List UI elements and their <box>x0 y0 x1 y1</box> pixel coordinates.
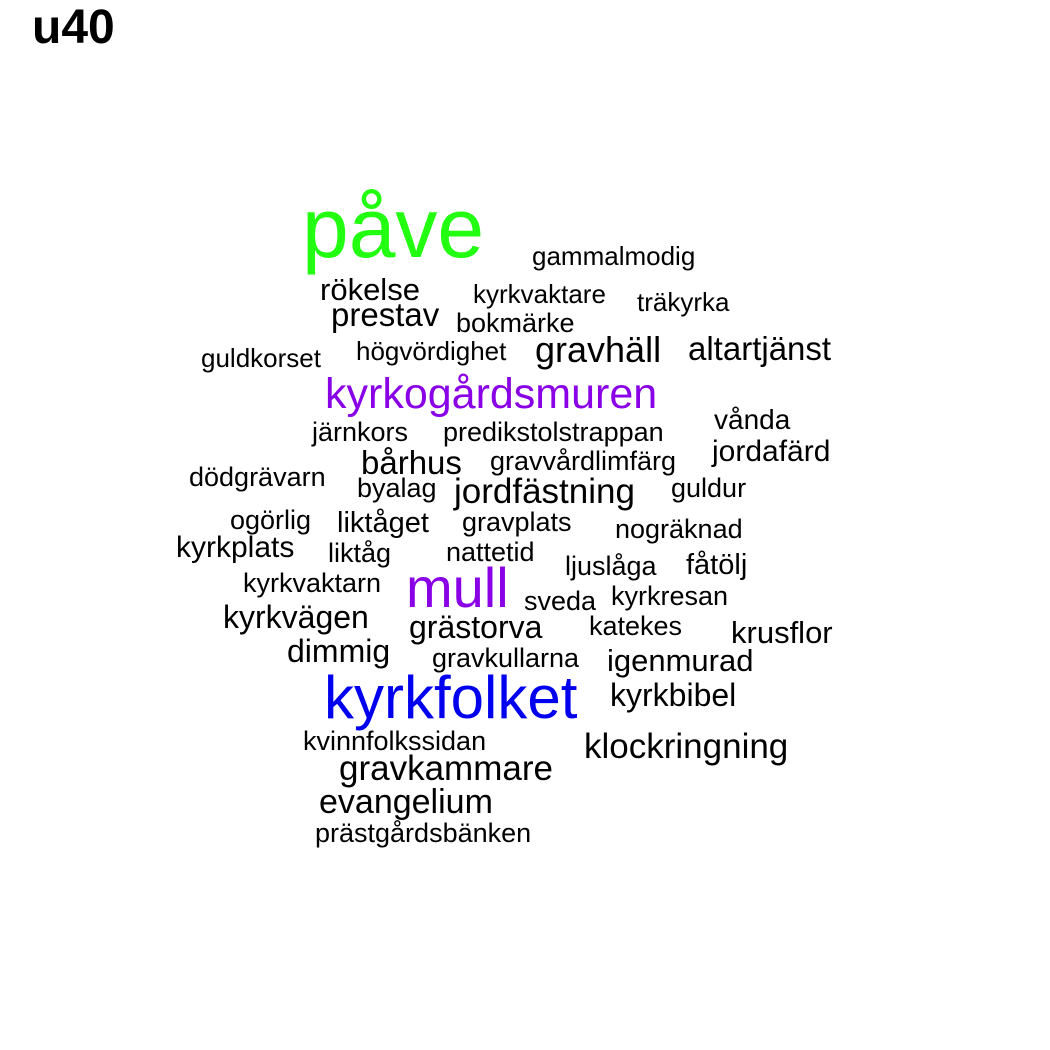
word-ljuslaga: ljuslåga <box>565 551 657 581</box>
word-sveda: sveda <box>524 586 597 616</box>
word-krusflor: krusflor <box>731 615 833 650</box>
word-klockringning: klockringning <box>584 727 789 766</box>
word-katekes: katekes <box>589 611 683 641</box>
word-altartjanst: altartjänst <box>688 330 832 367</box>
word-gammalmodig: gammalmodig <box>532 241 696 271</box>
word-vanda: vånda <box>714 404 791 435</box>
word-nograknad: nogräknad <box>615 514 743 544</box>
word-predikstolstrappan: predikstolstrappan <box>443 417 664 447</box>
word-rokelse: rökelse <box>320 272 420 307</box>
page-title: u40 <box>32 1 115 54</box>
word-gravkullarna: gravkullarna <box>432 643 580 673</box>
word-kyrkvagen: kyrkvägen <box>223 599 369 635</box>
word-nattetid: nattetid <box>446 537 535 567</box>
word-barhus: bårhus <box>361 444 462 481</box>
word-pave: påve <box>302 181 485 275</box>
word-gravplats: gravplats <box>462 507 572 537</box>
word-kyrkplats: kyrkplats <box>176 531 295 564</box>
word-liktag: liktåg <box>328 538 392 568</box>
word-gravkammare: gravkammare <box>339 749 553 788</box>
word-bokmarke: bokmärke <box>456 308 575 338</box>
word-jarnkors: järnkors <box>312 417 409 447</box>
word-kyrkvaktare: kyrkvaktare <box>473 279 606 309</box>
word-grastorva: grästorva <box>409 609 543 645</box>
word-byalag: byalag <box>357 473 437 503</box>
word-gravhall: gravhäll <box>535 329 662 370</box>
word-kyrkresan: kyrkresan <box>611 581 729 611</box>
word-kyrkvaktarn: kyrkvaktarn <box>243 568 382 598</box>
word-guldur: guldur <box>671 473 747 503</box>
word-liktaget: liktåget <box>337 507 429 539</box>
word-fatolj: fåtölj <box>686 549 748 581</box>
word-hogvordighet: högvördighet <box>356 336 507 366</box>
word-kyrkogardsmuren: kyrkogårdsmuren <box>325 370 658 418</box>
word-kyrkbibel: kyrkbibel <box>610 677 737 713</box>
word-dodgravarn: dödgrävarn <box>189 462 326 492</box>
word-prastgardsbanken: prästgårdsbänken <box>315 818 532 848</box>
word-evangelium: evangelium <box>319 783 493 821</box>
word-jordfastning: jordfästning <box>454 472 635 511</box>
word-igenmurad: igenmurad <box>607 643 754 678</box>
word-prestav: prestav <box>331 296 440 333</box>
word-mull: mull <box>406 556 509 619</box>
word-jordafard: jordafärd <box>712 435 831 468</box>
word-dimmig: dimmig <box>287 633 391 669</box>
word-gravvardlimfarg: gravvårdlimfärg <box>490 446 677 476</box>
word-guldkorset: guldkorset <box>201 343 321 373</box>
word-ogorlig: ogörlig <box>230 505 312 535</box>
word-kyrkfolket: kyrkfolket <box>324 664 578 731</box>
word-trakyrka: träkyrka <box>637 287 730 317</box>
word-kvinnfolkssidan: kvinnfolkssidan <box>303 726 487 756</box>
